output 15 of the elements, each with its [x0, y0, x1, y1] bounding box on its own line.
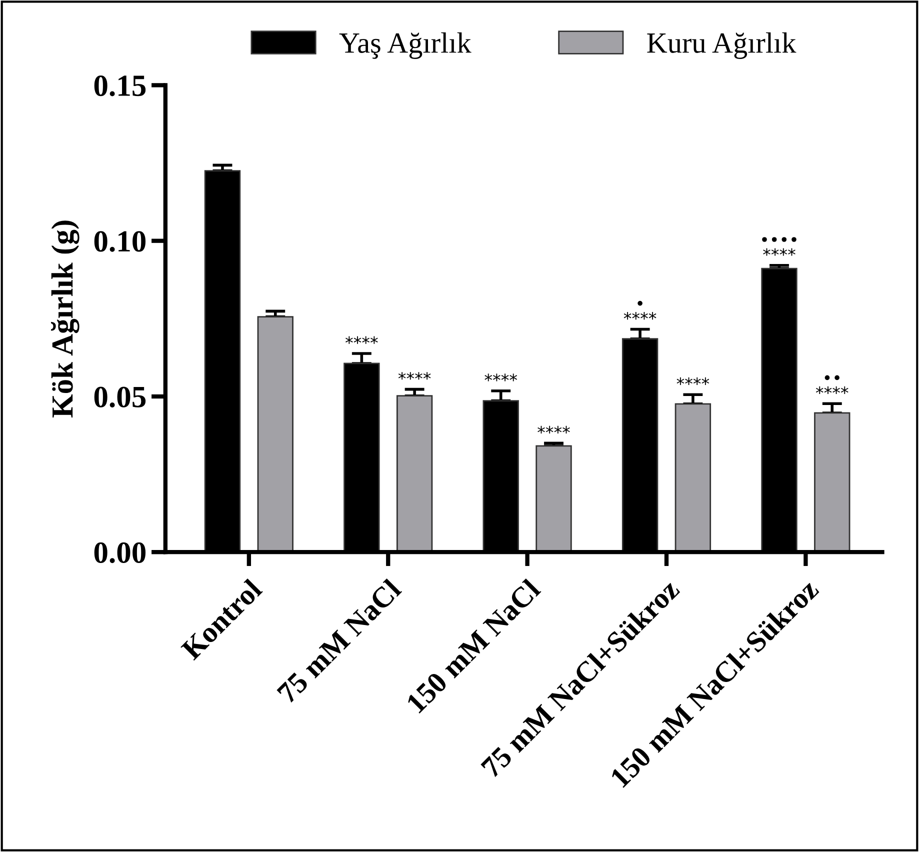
data-label: •••• ****	[762, 237, 796, 256]
data-label: ****	[484, 374, 518, 382]
data-label: •• ****	[816, 375, 848, 394]
y-tick-label: 0.15	[94, 75, 146, 96]
y-tick-label: 0.10	[94, 231, 146, 252]
legend-label: Kuru Ağırlık	[647, 32, 796, 59]
y-tick-label: 0.05	[94, 386, 146, 408]
y-axis-title: Kök Ağırlık (g)	[51, 220, 80, 418]
data-label: ****	[676, 377, 710, 385]
data-label: ****	[398, 372, 431, 380]
data-label: • ****	[624, 300, 656, 320]
data-label: ****	[346, 336, 378, 344]
y-tick-label: 0.00	[94, 542, 146, 564]
data-label: ****	[538, 426, 570, 434]
legend-label: Yaş Ağırlık	[339, 32, 472, 59]
